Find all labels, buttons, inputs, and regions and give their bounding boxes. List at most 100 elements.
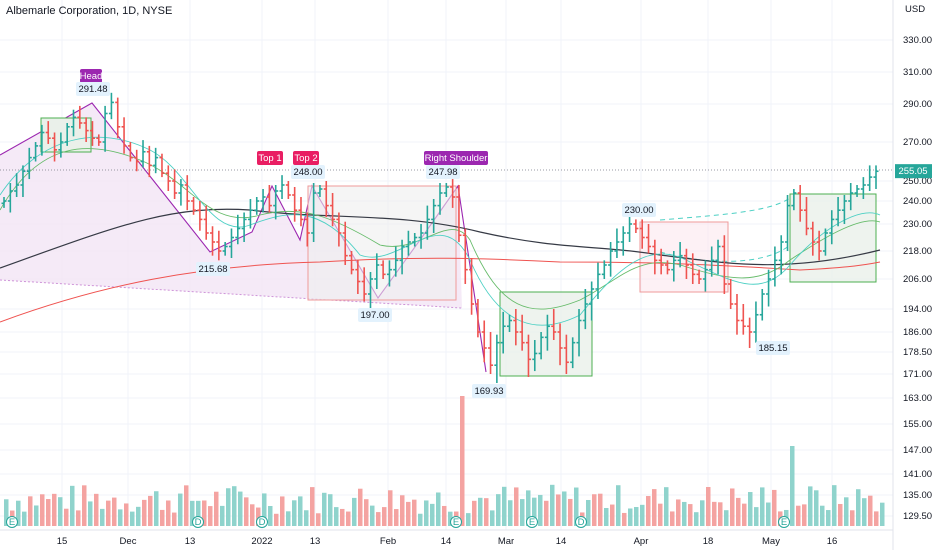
candle — [228, 228, 234, 258]
candle — [115, 97, 121, 139]
event-marker-text: D — [195, 517, 202, 528]
volume-bar — [34, 505, 39, 526]
volume-bar — [310, 487, 315, 526]
candle — [330, 193, 336, 227]
chart-title: Albemarle Corporation, 1D, NYSE — [6, 5, 173, 17]
volume-bar — [742, 503, 747, 526]
candle — [304, 212, 310, 247]
event-marker-circle — [256, 516, 268, 528]
volume-bar — [214, 491, 219, 526]
volume-bar — [856, 489, 861, 526]
volume-bar — [430, 503, 435, 526]
price-label: 248.00 — [291, 165, 325, 179]
volume-bar — [772, 489, 777, 526]
candle — [172, 169, 178, 199]
candle — [260, 189, 266, 213]
volume-bar — [40, 494, 45, 526]
volume-bar — [700, 500, 705, 526]
price-label-bg — [756, 341, 790, 355]
candle — [292, 187, 298, 222]
candle — [323, 181, 329, 218]
volume-bar — [658, 503, 663, 526]
candles — [1, 92, 879, 383]
volume-bar — [592, 494, 597, 526]
candle — [525, 334, 531, 377]
volume-bar — [376, 512, 381, 526]
y-tick-label: 240.00 — [903, 196, 932, 207]
volume-bar — [718, 502, 723, 526]
y-tick-label: 310.00 — [903, 67, 932, 78]
candle — [544, 314, 550, 351]
volume-bar — [112, 497, 117, 526]
candle — [399, 239, 405, 275]
candle — [803, 197, 809, 236]
candle — [867, 165, 873, 191]
volume-bar — [346, 511, 351, 526]
candle — [247, 199, 253, 229]
volume-bar — [832, 485, 837, 526]
candle — [254, 197, 260, 215]
volume-bar — [694, 512, 699, 526]
volume-bar — [514, 487, 519, 526]
event-marker: E — [6, 516, 18, 528]
pattern-label: Top 1 — [257, 151, 283, 165]
candle — [222, 242, 228, 256]
volume-bar — [526, 490, 531, 526]
candle — [134, 149, 140, 172]
candle — [241, 212, 247, 242]
volume-bar — [154, 491, 159, 526]
volume-bar — [220, 505, 225, 526]
candle — [450, 179, 456, 208]
candle — [279, 175, 285, 199]
candle — [210, 226, 216, 256]
volume-bar — [502, 486, 507, 526]
y-tick-label: 147.00 — [903, 445, 932, 456]
candle — [690, 253, 696, 284]
price-label-text: 197.00 — [360, 310, 389, 321]
candle — [58, 132, 64, 158]
event-marker-circle — [778, 516, 790, 528]
candle — [507, 314, 513, 332]
volume-bar — [724, 510, 729, 526]
volume-bar — [484, 498, 489, 526]
y-tick-label: 230.00 — [903, 219, 932, 230]
volume-bar — [94, 493, 99, 526]
event-marker: E — [526, 516, 538, 528]
candle — [488, 332, 494, 374]
price-label-bg — [291, 165, 325, 179]
candle — [595, 262, 601, 299]
volume-bar — [232, 486, 237, 526]
volume-bar — [538, 494, 543, 526]
price-label: 197.00 — [358, 308, 392, 322]
volume-bar — [436, 492, 441, 526]
candle — [696, 269, 702, 284]
volume-bar — [568, 498, 573, 526]
candle — [159, 153, 165, 178]
candle — [285, 181, 291, 199]
event-marker-circle — [526, 516, 538, 528]
x-tick-label: 13 — [310, 536, 321, 547]
volume-bar — [352, 497, 357, 526]
candle — [841, 195, 847, 224]
volume-bar — [730, 488, 735, 526]
volume-bar — [280, 496, 285, 526]
candle — [816, 230, 822, 261]
volume-bar — [508, 500, 513, 526]
candle — [412, 233, 418, 247]
candle — [146, 145, 152, 178]
candle — [582, 289, 588, 330]
volume-bar — [274, 513, 279, 526]
volume-bar — [82, 485, 87, 526]
price-label-bg — [358, 308, 392, 322]
projection-arc — [659, 197, 791, 221]
candle — [89, 121, 95, 146]
volume-bar — [268, 505, 273, 526]
candle — [683, 248, 689, 279]
candle — [576, 309, 582, 357]
event-marker-text: D — [259, 517, 266, 528]
candle — [822, 228, 828, 256]
y-tick-label: 250.00 — [903, 176, 932, 187]
volume-bar — [100, 508, 105, 526]
volume-bar — [826, 510, 831, 526]
